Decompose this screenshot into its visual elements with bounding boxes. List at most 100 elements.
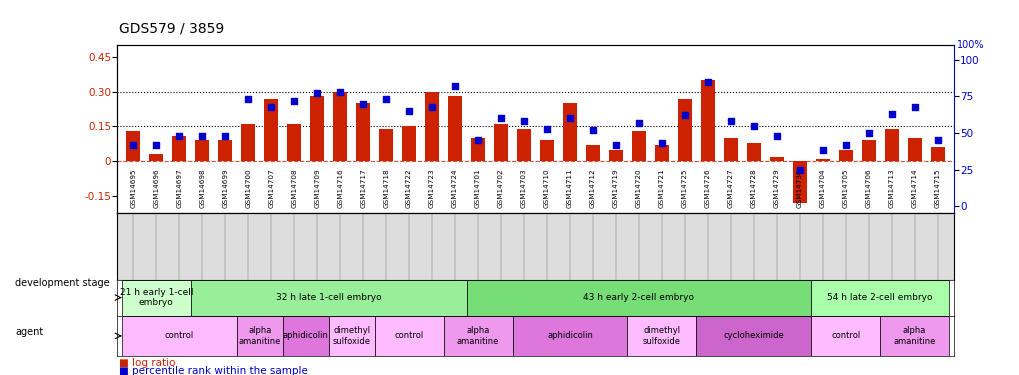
Bar	[242, 124, 255, 161]
Point	[607, 142, 624, 148]
Bar	[122, 315, 236, 356]
Text: ■ log ratio: ■ log ratio	[119, 358, 175, 368]
Point	[446, 83, 463, 89]
Point	[492, 115, 508, 121]
Text: control: control	[164, 332, 194, 340]
Text: 43 h early 2-cell embryo: 43 h early 2-cell embryo	[583, 293, 694, 302]
Bar	[466, 280, 810, 315]
Point	[699, 79, 715, 85]
Point	[285, 98, 302, 104]
Text: agent: agent	[15, 327, 44, 337]
Bar	[425, 92, 438, 161]
Text: GDS579 / 3859: GDS579 / 3859	[119, 22, 224, 36]
Point	[860, 130, 876, 136]
Point	[653, 140, 669, 146]
Bar	[356, 103, 370, 161]
Bar	[379, 129, 392, 161]
Bar	[374, 315, 443, 356]
Text: cycloheximide: cycloheximide	[722, 332, 784, 340]
Text: aphidicolin: aphidicolin	[546, 332, 592, 340]
Text: dimethyl
sulfoxide: dimethyl sulfoxide	[642, 326, 681, 346]
Bar	[333, 92, 346, 161]
Point	[837, 142, 853, 148]
Bar	[700, 80, 714, 161]
Point	[263, 104, 279, 110]
Bar	[540, 140, 553, 161]
Point	[378, 96, 394, 102]
Point	[791, 166, 807, 172]
Point	[332, 89, 348, 95]
Bar	[471, 138, 484, 161]
Bar	[310, 96, 324, 161]
Bar	[608, 150, 623, 161]
Point	[630, 120, 646, 126]
Bar	[792, 161, 806, 203]
Bar	[769, 157, 783, 161]
Point	[194, 133, 210, 139]
Text: dimethyl
sulfoxide: dimethyl sulfoxide	[332, 326, 370, 346]
Bar	[493, 124, 507, 161]
Point	[882, 111, 899, 117]
Point	[516, 118, 532, 124]
Bar	[696, 315, 810, 356]
Point	[584, 127, 600, 133]
Bar	[678, 99, 691, 161]
Bar	[172, 136, 186, 161]
Point	[561, 115, 578, 121]
Bar	[654, 145, 668, 161]
Text: control: control	[394, 332, 423, 340]
Point	[355, 100, 371, 106]
Point	[148, 142, 164, 148]
Text: control: control	[830, 332, 859, 340]
Point	[676, 112, 692, 118]
Bar	[443, 315, 512, 356]
Bar	[883, 129, 898, 161]
Bar	[264, 99, 278, 161]
Bar	[929, 147, 944, 161]
Text: 32 h late 1-cell embryo: 32 h late 1-cell embryo	[275, 293, 381, 302]
Point	[721, 118, 738, 124]
Text: aphidicolin: aphidicolin	[282, 332, 328, 340]
Bar	[838, 150, 852, 161]
Bar	[810, 315, 879, 356]
Text: 54 h late 2-cell embryo: 54 h late 2-cell embryo	[826, 293, 932, 302]
Bar	[517, 129, 530, 161]
Bar	[907, 138, 920, 161]
Bar	[879, 315, 948, 356]
Bar	[627, 315, 696, 356]
Point	[928, 137, 945, 143]
Text: development stage: development stage	[15, 278, 110, 288]
Bar	[328, 315, 374, 356]
Text: 21 h early 1-cell
embryo: 21 h early 1-cell embryo	[119, 288, 193, 307]
Bar	[236, 315, 282, 356]
Text: alpha
amanitine: alpha amanitine	[238, 326, 280, 346]
Bar	[562, 103, 577, 161]
Bar	[810, 280, 948, 315]
Point	[538, 126, 554, 132]
Bar	[218, 140, 232, 161]
Point	[424, 104, 440, 110]
Point	[239, 96, 256, 102]
Point	[745, 123, 761, 129]
Point	[171, 133, 187, 139]
Bar	[282, 315, 328, 356]
Bar	[447, 96, 462, 161]
Point	[309, 90, 325, 96]
Bar	[723, 138, 737, 161]
Bar	[815, 159, 828, 161]
Bar	[191, 280, 466, 315]
Bar	[512, 315, 627, 356]
Bar	[632, 131, 645, 161]
Point	[400, 108, 417, 114]
Bar	[401, 126, 416, 161]
Point	[125, 142, 142, 148]
Point	[814, 147, 830, 153]
Text: alpha
amanitine: alpha amanitine	[893, 326, 934, 346]
Point	[217, 133, 233, 139]
Bar	[150, 154, 163, 161]
Text: alpha
amanitine: alpha amanitine	[457, 326, 498, 346]
Bar	[861, 140, 874, 161]
Bar	[196, 140, 209, 161]
Text: 100%: 100%	[956, 40, 983, 50]
Point	[906, 104, 922, 110]
